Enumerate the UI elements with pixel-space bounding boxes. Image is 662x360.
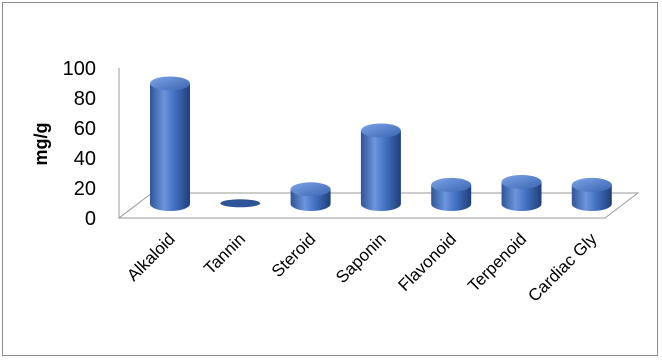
y-tick-label: 80 (74, 88, 96, 110)
bar-body (431, 184, 472, 212)
x-tick-label: Saponin (332, 229, 390, 287)
bar (360, 123, 401, 212)
bar (220, 199, 261, 208)
y-tick-label: 100 (63, 58, 96, 80)
x-tick-label: Flavonoid (394, 229, 460, 295)
bar-cap (571, 177, 612, 192)
bar-cap (501, 174, 542, 189)
bar-cap (220, 199, 261, 208)
bar-body (360, 130, 401, 212)
y-tick-label: 60 (74, 118, 96, 140)
bar-cap (360, 123, 401, 138)
y-tick-label: 0 (85, 208, 96, 230)
bar (571, 177, 612, 212)
bar (150, 76, 190, 211)
bar-cap (150, 76, 190, 91)
bar (290, 182, 331, 212)
x-tick-labels: Alkaloid Tannin Steroid Saponin Flavonoid Ter… (123, 229, 601, 306)
y-tick-label: 20 (74, 178, 96, 200)
bar-body (150, 83, 190, 211)
bar-cap (290, 182, 331, 197)
chart-frame (2, 2, 658, 356)
bar (501, 174, 542, 212)
y-tick-labels: 0 20 40 60 80 100 (63, 58, 96, 230)
y-axis-title: mg/g (31, 123, 51, 166)
bar-cap (431, 177, 472, 192)
x-tick-label: Alkaloid (123, 229, 179, 285)
y-tick-label: 40 (74, 148, 96, 170)
x-tick-label: Terpenoid (464, 229, 530, 295)
x-tick-label: Cardiac Gly (524, 229, 601, 306)
x-tick-label: Steroid (268, 229, 320, 281)
bars (150, 76, 612, 212)
bar-body (501, 181, 542, 212)
bar (431, 177, 472, 212)
x-tick-label: Tannin (200, 229, 249, 278)
bar-body (571, 184, 612, 212)
